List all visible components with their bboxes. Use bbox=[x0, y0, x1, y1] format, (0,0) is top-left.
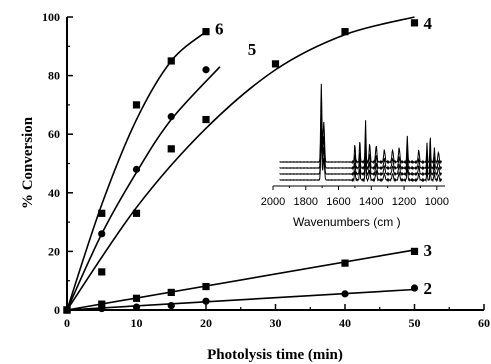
y-tick-label: 20 bbox=[48, 244, 60, 258]
inset-tick-label: 1600 bbox=[326, 196, 350, 208]
data-point-4 bbox=[341, 28, 349, 36]
fit-curve-2 bbox=[66, 288, 415, 311]
data-markers bbox=[63, 19, 419, 314]
data-point-2 bbox=[202, 297, 210, 305]
inset-spectrum-trace bbox=[279, 121, 443, 177]
inset-spectrum: 2000 1800 1600 1400 1200 1000 bbox=[261, 83, 449, 208]
x-tick-label: 40 bbox=[339, 316, 351, 330]
data-point-3 bbox=[341, 259, 349, 267]
data-point-4 bbox=[410, 19, 419, 27]
x-tick-label: 60 bbox=[478, 316, 490, 330]
data-point-4 bbox=[271, 60, 280, 68]
series-label-3: 3 bbox=[424, 241, 433, 260]
data-point-6 bbox=[98, 209, 106, 217]
data-point-2 bbox=[167, 302, 175, 310]
data-point-4 bbox=[167, 145, 175, 153]
inset-spectrum-trace bbox=[279, 136, 443, 183]
data-point-2 bbox=[341, 290, 349, 298]
x-tick-label: 0 bbox=[64, 316, 70, 330]
data-point-6 bbox=[132, 101, 141, 109]
y-tick-label: 40 bbox=[48, 186, 60, 200]
inset-x-axis-title: Wavenumbers (cm ) bbox=[293, 215, 401, 229]
data-point-6 bbox=[202, 28, 210, 36]
series-label-4: 4 bbox=[424, 14, 433, 33]
inset-tick-label: 1400 bbox=[359, 196, 383, 208]
fit-curves bbox=[66, 16, 415, 311]
x-tick-label: 50 bbox=[409, 316, 421, 330]
fit-curve-6 bbox=[66, 31, 207, 311]
fit-curve-5 bbox=[66, 66, 221, 311]
x-tick-label: 10 bbox=[131, 316, 143, 330]
data-point-6 bbox=[63, 306, 71, 314]
data-point-5 bbox=[167, 113, 175, 121]
data-point-6 bbox=[167, 57, 175, 65]
inset-tick-label: 2000 bbox=[261, 196, 285, 208]
data-point-3 bbox=[410, 247, 419, 255]
series-label-5: 5 bbox=[248, 40, 257, 59]
series-labels: 2 3 4 5 6 bbox=[215, 14, 433, 298]
data-point-2 bbox=[410, 284, 419, 292]
data-point-3 bbox=[98, 300, 106, 308]
inset-spectrum-trace bbox=[279, 106, 443, 171]
y-tick-label: 100 bbox=[42, 10, 60, 24]
data-point-3 bbox=[132, 294, 141, 302]
fit-curve-4 bbox=[66, 16, 415, 311]
series-label-2: 2 bbox=[424, 279, 433, 298]
inset-tick-label: 1800 bbox=[294, 196, 318, 208]
y-axis-title: % Conversion bbox=[20, 116, 36, 209]
inset-tick-label: 1200 bbox=[392, 196, 416, 208]
x-axis-title: Photolysis time (min) bbox=[207, 347, 343, 363]
y-tick-label: 0 bbox=[54, 303, 60, 317]
fit-curve-3 bbox=[66, 249, 415, 311]
y-tick-label: 80 bbox=[48, 69, 60, 83]
data-point-5 bbox=[202, 66, 210, 74]
data-point-2 bbox=[132, 303, 141, 311]
y-tick-label: 60 bbox=[48, 127, 60, 141]
inset-spectrum-trace bbox=[279, 83, 443, 165]
x-tick-label: 20 bbox=[200, 316, 212, 330]
data-point-4 bbox=[132, 209, 141, 217]
data-point-4 bbox=[202, 115, 210, 124]
data-point-4 bbox=[98, 268, 106, 276]
x-tick-label: 30 bbox=[270, 316, 282, 330]
series-label-6: 6 bbox=[215, 20, 224, 39]
data-point-3 bbox=[167, 288, 175, 297]
data-point-5 bbox=[98, 230, 106, 238]
data-point-3 bbox=[202, 282, 210, 291]
inset-tick-label: 1000 bbox=[425, 196, 449, 208]
data-point-5 bbox=[132, 165, 141, 173]
